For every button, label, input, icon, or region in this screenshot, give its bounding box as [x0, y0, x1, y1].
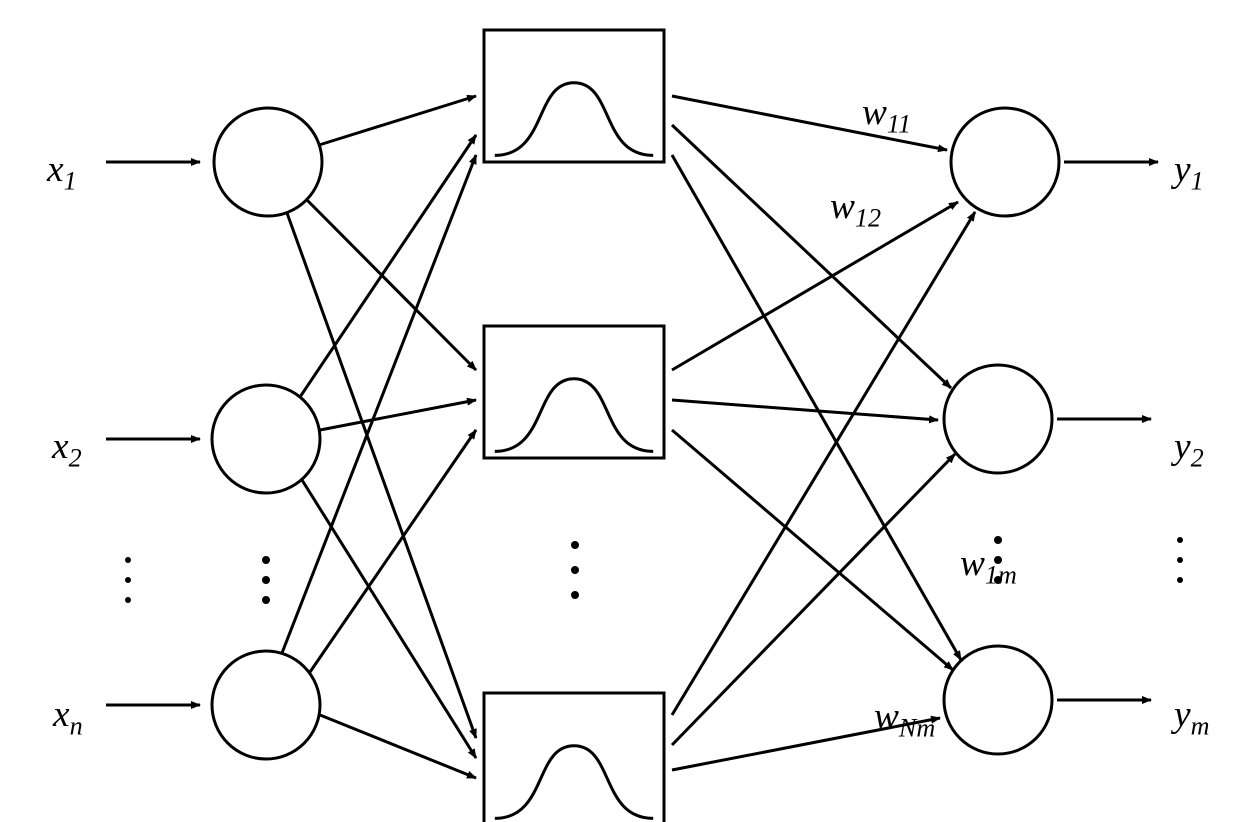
hidden-node-h3 — [484, 693, 664, 822]
ellipsis-dot — [1177, 537, 1183, 543]
rbf-network-diagram — [0, 0, 1240, 822]
edge-x1-h3 — [287, 213, 476, 738]
output-label: y2 — [1174, 425, 1204, 473]
output-node-y1 — [951, 108, 1059, 216]
edge-h1-ym — [672, 155, 961, 660]
edge-h1-y2 — [672, 125, 951, 388]
edge-x1-h1 — [319, 96, 476, 145]
ellipsis-dot — [1177, 577, 1183, 583]
output-node-y2 — [944, 365, 1052, 473]
weight-label: w12 — [830, 185, 881, 233]
ellipsis-dot — [571, 541, 579, 549]
input-node-xn — [212, 651, 320, 759]
edge-xn-h2 — [310, 430, 476, 672]
ellipsis-dot — [571, 591, 579, 599]
output-label: y1 — [1174, 148, 1204, 196]
ellipsis-dot — [1177, 557, 1183, 563]
output-node-ym — [944, 646, 1052, 754]
input-label: xn — [53, 693, 83, 741]
ellipsis-dot — [262, 576, 270, 584]
output-label: ym — [1174, 693, 1209, 741]
input-label: x2 — [52, 425, 82, 473]
edge-h2-ym — [672, 430, 953, 670]
input-node-x2 — [212, 385, 320, 493]
ellipsis-dot — [262, 596, 270, 604]
edge-x2-h2 — [320, 400, 476, 430]
hidden-node-h1 — [484, 30, 664, 162]
ellipsis-dot — [125, 557, 131, 563]
hidden-node-h2 — [484, 326, 664, 458]
weight-label: w11 — [862, 91, 911, 139]
weight-label: w1m — [960, 542, 1017, 590]
ellipsis-dot — [262, 556, 270, 564]
edge-h3-y1 — [672, 212, 975, 715]
ellipsis-dot — [125, 597, 131, 603]
edge-xn-h3 — [320, 715, 476, 778]
edge-xn-h1 — [282, 155, 476, 653]
ellipsis-dot — [125, 577, 131, 583]
input-node-x1 — [214, 108, 322, 216]
edge-h2-y2 — [672, 400, 938, 420]
edge-x1-h2 — [307, 200, 476, 370]
ellipsis-dot — [571, 566, 579, 574]
weight-label: wNm — [874, 695, 935, 743]
input-label: x1 — [47, 148, 77, 196]
edge-x2-h1 — [300, 135, 476, 397]
edge-x2-h3 — [302, 480, 476, 758]
